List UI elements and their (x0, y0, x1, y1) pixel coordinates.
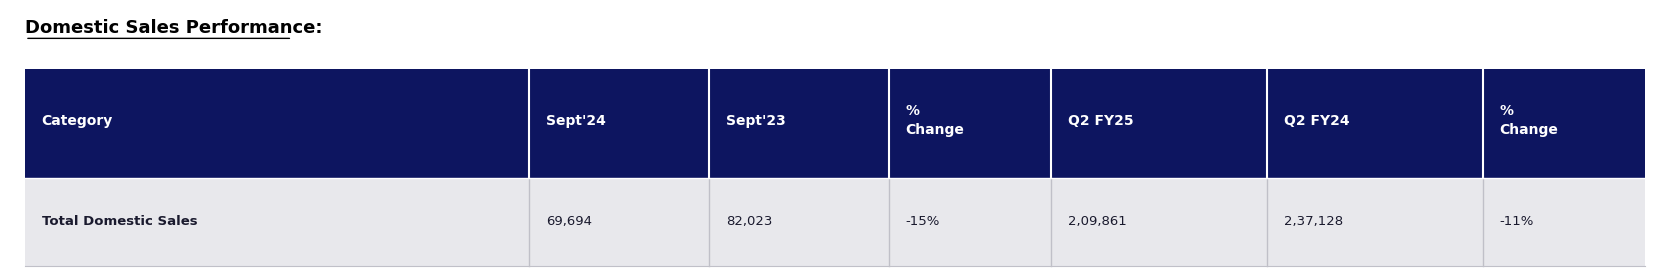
Text: Q2 FY25: Q2 FY25 (1067, 113, 1134, 128)
Text: Domestic Sales Performance:: Domestic Sales Performance: (25, 19, 322, 37)
Text: 69,694: 69,694 (546, 215, 591, 229)
Bar (25, 178, 1645, 266)
Text: -15%: -15% (905, 215, 940, 229)
Text: 82,023: 82,023 (726, 215, 772, 229)
Text: 2,37,128: 2,37,128 (1284, 215, 1343, 229)
Text: Category: Category (42, 113, 114, 128)
Text: %
Change: % Change (905, 104, 965, 137)
Bar (25, 68, 1645, 178)
Text: Sept'24: Sept'24 (546, 113, 606, 128)
Text: -11%: -11% (1500, 215, 1535, 229)
Text: Sept'23: Sept'23 (726, 113, 785, 128)
Text: %
Change: % Change (1500, 104, 1558, 137)
Text: Q2 FY24: Q2 FY24 (1284, 113, 1349, 128)
Text: 2,09,861: 2,09,861 (1067, 215, 1127, 229)
Text: Total Domestic Sales: Total Domestic Sales (42, 215, 197, 229)
